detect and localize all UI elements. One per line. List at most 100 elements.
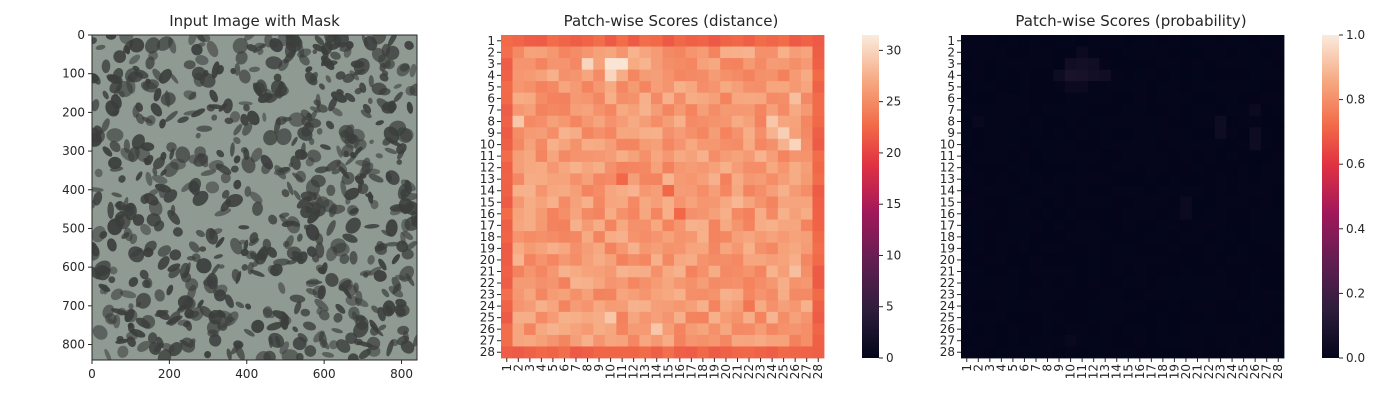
heatmap-cell [961,288,973,301]
heatmap-cell [1076,104,1089,117]
heatmap-cell [685,277,698,290]
heatmap-cell [812,323,825,336]
heatmap-cell [535,323,548,336]
heatmap-cell [1018,58,1031,71]
texture-spot [220,172,231,184]
heatmap-cell [1076,115,1089,128]
heatmap-cell [766,288,779,301]
heatmap-cell [812,231,825,244]
heatmap-cell [1030,346,1043,359]
heatmap-cell [1145,265,1158,278]
heatmap-cell [1226,346,1239,359]
heatmap-cell [1122,254,1135,267]
heatmap-cell [984,196,997,209]
heatmap-cell [501,242,513,255]
texture-spot [399,128,414,142]
y-tick-label: 19 [480,241,495,255]
texture-spot [294,301,302,315]
heatmap-cell [961,58,973,71]
texture-spot [148,199,163,217]
heatmap-cell [754,242,767,255]
heatmap-cell [766,231,779,244]
heatmap-cell [604,161,617,174]
heatmap-cell [1226,311,1239,324]
heatmap-cell [743,277,756,290]
heatmap-cell [570,311,583,324]
colorbar-tick-label: 25 [886,95,901,109]
heatmap-cell [1076,150,1089,163]
heatmap-cell [731,35,744,47]
heatmap-cell [1030,150,1043,163]
heatmap-cell [1226,104,1239,117]
heatmap-cell [639,69,652,82]
heatmap-cell [1260,242,1273,255]
heatmap-cell [547,173,560,186]
texture-spot [132,214,145,226]
heatmap-cell [1134,196,1146,209]
heatmap-cell [524,277,537,290]
y-tick-label: 25 [940,311,955,325]
texture-spot [348,306,360,320]
heatmap-cell [1237,127,1250,140]
texture-spot [141,116,153,124]
heatmap-cell [616,69,629,82]
probability-colorbar [1322,35,1339,358]
heatmap-cell [685,254,698,267]
heatmap-cell [627,334,640,347]
heatmap-cell [650,81,663,94]
heatmap-cell [558,208,571,220]
texture-spot [336,145,343,158]
heatmap-cell [1260,231,1273,244]
heatmap-cell [685,173,698,186]
heatmap-cell [1260,184,1273,197]
heatmap-cell [1030,265,1043,278]
texture-spot [392,283,401,295]
heatmap-cell [995,35,1008,47]
heatmap-cell [720,334,733,347]
heatmap-cell [1134,127,1146,140]
heatmap-cell [604,127,617,140]
texture-spot [325,75,332,83]
heatmap-cell [812,300,825,313]
heatmap-cell [1041,323,1054,336]
texture-spot [235,345,245,360]
heatmap-cell [708,115,721,128]
heatmap-cell [1272,265,1285,278]
heatmap-cell [1214,242,1227,255]
heatmap-cell [800,231,813,244]
heatmap-cell [1053,150,1066,163]
heatmap-cell [535,69,548,82]
heatmap-cell [1237,81,1250,94]
heatmap-cell [1087,277,1100,290]
y-tick-label: 1 [947,34,955,48]
heatmap-cell [777,196,790,209]
heatmap-cell [1203,184,1216,197]
probability-heatmap-x-axis: 1234567891011121314151617181920212223242… [960,358,1285,379]
texture-spot [110,288,124,301]
heatmap-cell [1157,265,1170,278]
heatmap-cell [639,311,652,324]
heatmap-cell [1076,58,1089,71]
heatmap-cell [662,127,675,140]
heatmap-cell [800,265,813,278]
texture-spot [105,35,117,40]
heatmap-cell [1064,311,1077,324]
y-tick-label: 4 [487,68,495,82]
heatmap-cell [639,92,652,105]
heatmap-cell [743,196,756,209]
y-tick-label: 17 [940,218,955,232]
heatmap-cell [731,81,744,94]
heatmap-cell [524,115,537,128]
heatmap-cell [547,138,560,151]
texture-spot [211,263,220,275]
x-tick-label: 4 [994,364,1008,372]
heatmap-cell [984,242,997,255]
heatmap-cell [570,127,583,140]
heatmap-cell [1064,104,1077,117]
y-tick-label: 13 [480,172,495,186]
image-y-tick-label: 400 [62,183,85,197]
heatmap-cell [524,254,537,267]
texture-spot [363,271,369,278]
heatmap-cell [1191,231,1204,244]
texture-spot [205,181,220,194]
